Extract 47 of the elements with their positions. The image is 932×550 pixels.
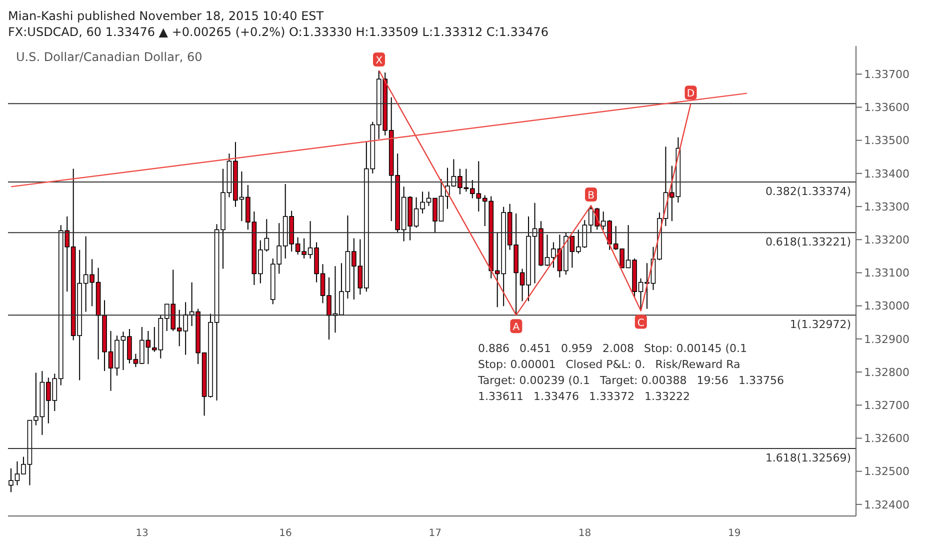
annotation: Closed P&L: 0. [566,358,646,372]
data-label: B [588,190,595,202]
y-tick-label: 1.33100 [864,266,910,280]
y-tick-label: 1.33500 [864,134,910,148]
data-label: X [376,55,383,66]
annotation: Stop: 0.00001 [478,358,556,372]
data-label: D [686,88,695,100]
x-tick-label: 16 [279,528,292,539]
annotation: 1.33372 [589,390,634,404]
annotation: 0.959 [561,342,592,356]
y-tick-label: 1.32400 [864,498,910,512]
y-tick-label: 1.32900 [864,332,910,346]
annotation: 1.33611 [478,390,524,404]
annotation: 1.33222 [644,390,690,404]
y-tick-label: 1.32500 [864,465,910,478]
ref-line-label: 1.618(1.32569) [765,451,851,464]
y-tick-label: 1.33000 [864,300,910,313]
data-label: A [512,322,520,334]
x-tick-label: 13 [136,528,148,539]
annotation: 19:56 [696,374,728,388]
annotation: 2.008 [602,342,634,356]
annotation: 0.451 [520,342,551,356]
x-tick-label: 18 [578,528,592,539]
chart-title: U.S. Dollar/Canadian Dollar, 60 [16,50,202,64]
y-tick-label: 1.33400 [864,167,910,180]
y-tick-label: 1.33200 [864,234,910,247]
y-tick-label: 1.32600 [864,432,910,446]
annotation: Risk/Reward Ra [655,358,740,372]
annotation: Target: 0.00239 (0.1 [478,374,590,388]
annotation: 0.886 [478,342,510,356]
annotation: Stop: 0.00145 (0.1 [644,342,747,356]
x-tick-label: 19 [728,528,741,539]
y-tick-label: 1.33600 [864,101,910,114]
y-tick-label: 1.32700 [864,399,910,412]
annotation: 1.33756 [738,374,784,388]
annotation: 1.33476 [534,390,579,404]
y-tick-label: 1.33300 [864,200,910,214]
x-tick-label: 17 [428,528,442,539]
y-tick-label: 1.33700 [864,68,910,82]
annotation: Target: 0.00388 [600,374,687,388]
ref-line-label: 0.618(1.33221) [765,235,851,248]
ref-line-label: 1(1.32972) [790,318,851,331]
data-label: C [637,318,644,329]
chart-subtitle: Mian-Kashi published November 18, 2015 10:40 EST [8,8,325,24]
y-tick-label: 1.32800 [864,366,910,379]
ref-line-label: 0.382(1.33374) [765,184,851,198]
text: FX:USDCAD, 60 1.33476 ▲ +0.00265 (+0.2%) O:1.33330 H:1.33509 L:1.33312 C:1.33476 [8,24,550,40]
